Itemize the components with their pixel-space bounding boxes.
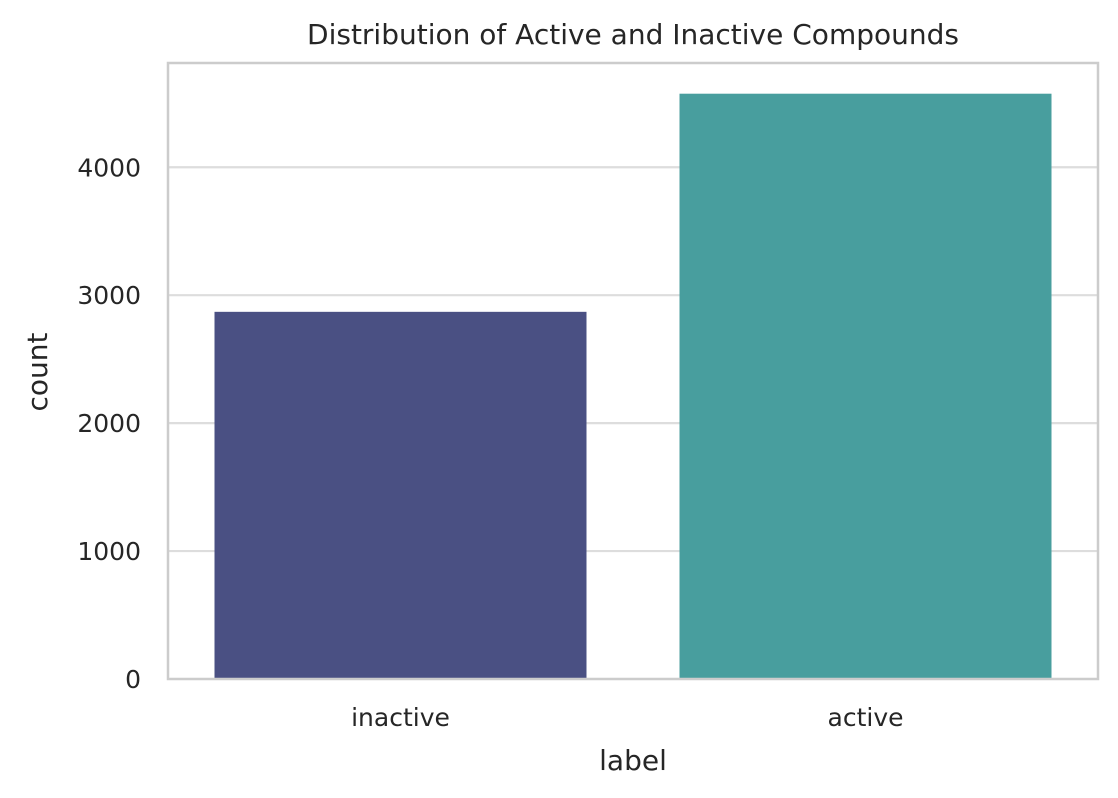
x-tick-label: active	[828, 703, 904, 732]
chart-title: Distribution of Active and Inactive Comp…	[307, 18, 959, 51]
x-axis-ticks: inactive active	[351, 703, 903, 732]
bars	[214, 93, 1052, 680]
y-tick-label: 3000	[77, 281, 141, 310]
x-axis-label: label	[599, 744, 667, 777]
y-tick-label: 1000	[77, 537, 141, 566]
bar-inactive	[214, 311, 587, 679]
y-axis-label: count	[21, 332, 54, 411]
plot-frame	[166, 61, 1100, 681]
y-tick-label: 0	[125, 665, 141, 694]
y-axis-ticks: 0 1000 2000 3000 4000	[77, 153, 141, 694]
bar-active	[679, 93, 1052, 680]
y-tick-label: 4000	[77, 153, 141, 182]
x-tick-label: inactive	[351, 703, 450, 732]
y-tick-label: 2000	[77, 409, 141, 438]
